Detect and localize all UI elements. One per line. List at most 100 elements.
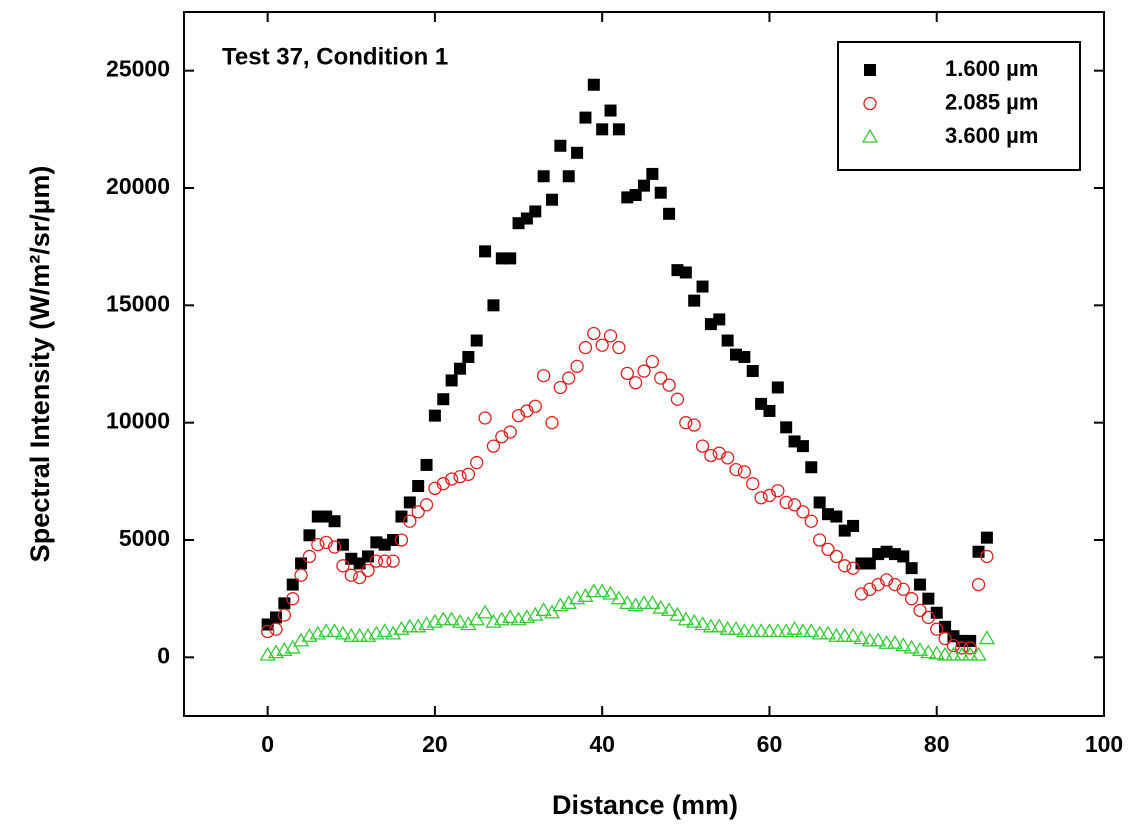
marker — [460, 616, 477, 631]
marker — [610, 590, 628, 605]
marker — [635, 595, 653, 610]
marker — [444, 472, 459, 486]
marker — [638, 179, 650, 192]
marker — [412, 480, 425, 493]
marker — [921, 610, 936, 625]
marker — [853, 630, 870, 645]
marker — [771, 484, 785, 498]
marker — [571, 146, 584, 159]
marker — [596, 123, 609, 136]
marker — [871, 577, 885, 592]
marker — [953, 646, 970, 661]
marker — [861, 632, 878, 647]
marker — [612, 123, 625, 136]
marker — [878, 634, 895, 649]
marker — [905, 562, 918, 575]
marker — [780, 421, 793, 434]
marker — [711, 618, 728, 633]
marker — [736, 623, 753, 638]
marker — [754, 491, 768, 505]
marker — [679, 416, 693, 430]
marker — [553, 380, 568, 395]
marker — [502, 609, 519, 624]
marker — [479, 245, 492, 258]
marker — [351, 627, 368, 642]
marker — [504, 252, 517, 265]
marker — [537, 170, 550, 183]
marker — [846, 561, 860, 575]
marker — [660, 602, 678, 617]
marker — [686, 613, 703, 628]
marker — [669, 606, 686, 621]
marker — [794, 623, 812, 638]
marker — [403, 514, 417, 528]
marker — [712, 446, 726, 460]
marker — [487, 299, 500, 312]
marker — [284, 639, 301, 654]
marker — [478, 411, 492, 425]
marker — [962, 646, 979, 661]
marker — [454, 362, 466, 375]
marker — [913, 603, 927, 618]
marker — [520, 404, 534, 418]
marker — [535, 602, 552, 617]
marker — [511, 408, 526, 423]
marker — [343, 627, 360, 642]
marker — [386, 554, 400, 568]
marker — [451, 613, 469, 628]
marker — [403, 496, 416, 509]
marker — [796, 440, 809, 453]
marker — [930, 622, 944, 636]
marker — [645, 355, 660, 369]
marker — [294, 568, 308, 582]
marker — [336, 559, 350, 573]
marker — [486, 439, 501, 453]
marker — [946, 638, 961, 653]
marker — [453, 469, 467, 484]
marker — [585, 583, 602, 598]
marker — [746, 477, 760, 491]
marker — [896, 582, 910, 596]
marker — [729, 462, 743, 477]
marker — [327, 540, 342, 554]
marker — [435, 611, 452, 626]
marker — [971, 577, 986, 592]
marker — [677, 611, 694, 626]
marker — [303, 529, 316, 542]
marker — [813, 496, 826, 509]
x-tick-label: 0 — [261, 731, 274, 757]
marker — [796, 505, 810, 519]
annotation: Test 37, Condition 1 — [222, 43, 448, 70]
marker — [503, 425, 517, 439]
marker — [401, 618, 418, 633]
marker — [980, 531, 993, 544]
marker — [470, 455, 484, 470]
marker — [847, 519, 860, 532]
marker — [879, 573, 894, 587]
marker — [936, 646, 954, 661]
marker — [302, 549, 317, 564]
marker — [562, 371, 576, 385]
marker — [854, 587, 869, 601]
marker — [318, 623, 335, 638]
marker — [628, 376, 643, 390]
marker — [545, 416, 559, 430]
marker — [696, 280, 709, 293]
marker — [612, 340, 626, 355]
x-tick-label: 80 — [924, 731, 950, 757]
marker — [978, 630, 996, 645]
y-tick-label: 0 — [157, 642, 170, 668]
marker — [964, 634, 977, 647]
marker — [529, 205, 542, 218]
marker — [886, 634, 904, 649]
x-tick-label: 40 — [589, 731, 615, 757]
marker — [713, 313, 726, 326]
marker — [629, 189, 642, 202]
marker — [577, 588, 594, 602]
marker — [963, 641, 977, 655]
marker — [670, 392, 685, 406]
marker — [619, 595, 636, 610]
marker — [461, 467, 476, 481]
marker — [662, 378, 676, 392]
